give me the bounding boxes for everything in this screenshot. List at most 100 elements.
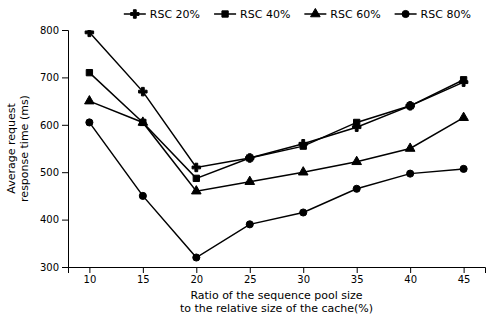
point [247,155,253,161]
line [89,101,463,191]
point [246,221,253,228]
tick-mark [89,267,90,273]
y-axis: 300 400 500 600 700 800 [40,25,69,273]
text-line: Ratio of the sequence pool size [190,289,362,302]
point [139,87,147,95]
tick-label: 800 [40,25,59,36]
point [246,154,254,162]
tick-mark [410,267,411,273]
axis-line [62,31,69,268]
text-line: Average request [5,103,18,194]
point [139,192,146,199]
point [300,143,306,149]
point [86,119,93,126]
tick: 45 [458,267,471,285]
plot: 10 15 20 25 30 35 40 45 300 400 500 600 700 800 [40,25,486,285]
tick-mark [62,77,68,78]
legend-label: RSC 40% [240,8,290,21]
legend-symbol [131,10,139,18]
point [86,69,92,75]
point [192,163,200,171]
point [192,186,202,194]
tick-mark [62,125,68,126]
tick-mark [250,267,251,273]
marks [85,30,469,261]
point [193,254,200,261]
tick-label: 35 [351,274,364,285]
point [459,112,469,120]
legend-entry: RSC 60% [304,8,380,21]
tick: 25 [244,267,257,285]
tick: 40 [404,267,417,285]
tick-label: 700 [40,72,59,83]
point [85,96,95,104]
tick-label: 45 [458,274,471,285]
point [460,77,466,83]
tick-label: 30 [297,274,310,285]
tick: 15 [137,267,150,285]
tick: 800 [40,25,68,36]
x-axis-title: Ratio of the sequence pool sizeto the re… [180,289,373,315]
tick: 35 [351,267,364,285]
y-axis-title: Average requestresponse time (ms) [5,95,31,202]
point [406,102,414,110]
legend-entry: RSC 80% [395,8,471,21]
series [86,69,467,181]
tick-label: 600 [40,120,59,131]
chart: 10 15 20 25 30 35 40 45 300 400 500 600 700 800 Ratio … [0,0,500,319]
legend-symbol [222,11,228,17]
tick: 400 [40,214,68,225]
tick-mark [62,267,68,268]
point [407,170,414,177]
tick-label: 40 [404,274,417,285]
axis-line [69,268,486,274]
series [86,119,467,261]
point [245,176,255,184]
x-axis: 10 15 20 25 30 35 40 45 [69,267,486,285]
tick-mark [62,172,68,173]
tick-label: 500 [40,167,59,178]
tick-mark [62,220,68,221]
legend-label: RSC 60% [330,8,380,21]
series [85,30,468,172]
tick-mark [303,267,304,273]
tick-label: 400 [40,214,59,225]
legend-entry: RSC 40% [214,8,290,21]
legend-symbol [402,10,409,17]
legend-symbol [311,8,321,16]
tick-mark [464,267,465,273]
tick: 10 [84,267,97,285]
legend-entry: RSC 20% [124,8,200,21]
tick: 500 [40,167,68,178]
series [85,96,469,194]
tick: 600 [40,120,68,131]
tick-label: 300 [40,262,59,273]
point [300,209,307,216]
point [354,119,360,125]
point [298,167,308,175]
line [89,122,463,257]
point [353,185,360,192]
text-line: to the relative size of the cache(%) [180,302,373,315]
tick-mark [143,267,144,273]
tick-label: 20 [190,274,203,285]
point [138,117,148,125]
tick: 20 [190,267,203,285]
tick: 30 [297,267,310,285]
point [460,165,467,172]
tick-label: 15 [137,274,150,285]
tick: 700 [40,72,68,83]
tick-mark [62,30,68,31]
point [407,103,413,109]
tick-label: 10 [84,274,97,285]
text-line: response time (ms) [18,95,31,202]
point [85,30,93,37]
point [352,156,362,164]
tick-mark [196,267,197,273]
legend: RSC 20% RSC 40% RSC 60% RSC 80% [124,8,471,21]
legend-label: RSC 20% [150,8,200,21]
point [193,175,199,181]
line [89,73,463,179]
point [405,143,415,151]
line [89,32,463,167]
